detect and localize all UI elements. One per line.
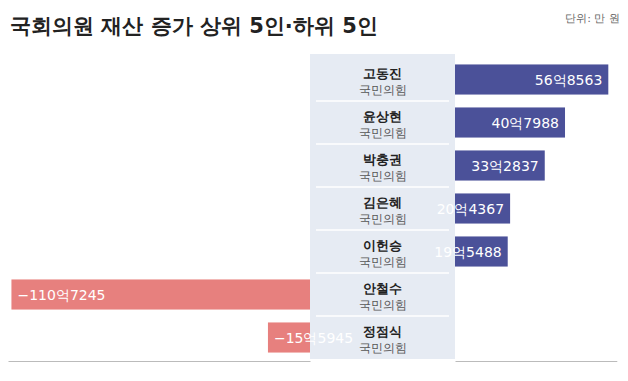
data-label: 56억8563: [535, 72, 602, 88]
party-label: 국민의힘: [359, 255, 407, 269]
data-label: 33억2837: [471, 158, 538, 174]
data-labels: 56억8563 40억7988 33억2837 20억4367 19억5488 −110억…: [17, 72, 602, 346]
party-label: 국민의힘: [359, 212, 407, 226]
category-label: 이헌승: [363, 238, 402, 253]
title: 국회의원 재산 증가 상위 5인·하위 5인: [10, 14, 378, 38]
row-separator: [316, 229, 449, 231]
category-label: 윤상현: [363, 109, 402, 124]
bar: [11, 279, 310, 309]
party-label: 국민의힘: [359, 83, 407, 97]
data-label: 20억4367: [437, 201, 504, 217]
row-separator: [316, 315, 449, 317]
bar: [455, 150, 545, 180]
chart-svg: 국회의원 재산 증가 상위 5인·하위 5인단위: 만 원고동진국민의힘윤상현국…: [0, 0, 628, 381]
data-label: 40억7988: [492, 115, 559, 131]
category-label: 고동진: [363, 66, 402, 81]
x-axis-negative: [9, 361, 311, 362]
row-separator: [316, 143, 449, 145]
bar: [455, 107, 565, 137]
row-separator: [316, 186, 449, 188]
party-label: 국민의힘: [359, 298, 407, 312]
data-label: −110억7245: [17, 287, 105, 303]
chart-container: 국회의원 재산 증가 상위 5인·하위 5인단위: 만 원고동진국민의힘윤상현국…: [0, 0, 628, 381]
label-column: 고동진국민의힘윤상현국민의힘박충권국민의힘김은혜국민의힘이헌승국민의힘안철수국민…: [310, 54, 455, 359]
category-label: 안철수: [363, 281, 402, 296]
party-label: 국민의힘: [359, 169, 407, 183]
bars: [11, 64, 608, 352]
label-column-bg: [310, 54, 455, 359]
party-label: 국민의힘: [359, 126, 407, 140]
axis-line: [9, 361, 311, 362]
row-separator: [316, 272, 449, 274]
row-separator: [316, 100, 449, 102]
bar: [455, 64, 608, 94]
party-label: 국민의힘: [359, 341, 407, 355]
category-label: 박충권: [363, 152, 402, 167]
x-axis-positive: [456, 361, 618, 362]
data-label: −15억5945: [274, 330, 353, 346]
category-label: 정점식: [363, 324, 402, 339]
subtitle: 단위: 만 원: [565, 12, 620, 25]
axis-line: [456, 361, 618, 362]
data-label: 19억5488: [434, 244, 501, 260]
category-label: 김은혜: [363, 195, 402, 210]
